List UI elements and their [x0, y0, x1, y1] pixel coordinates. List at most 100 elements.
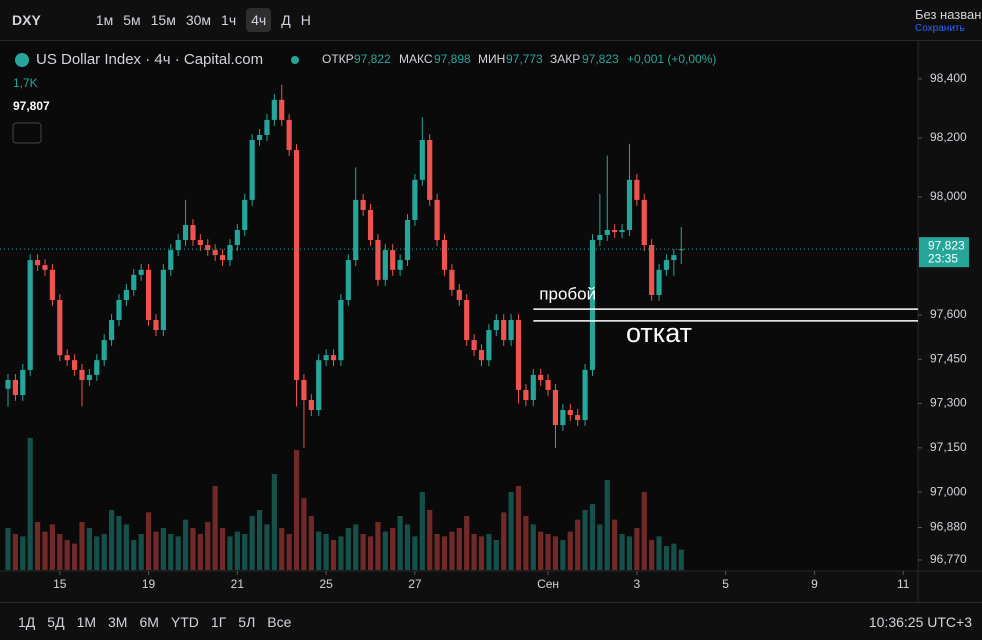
range[interactable]: 1М — [76, 613, 97, 630]
volume-bar — [316, 531, 322, 570]
ohlc-label: МИН — [478, 52, 505, 66]
collapse-button[interactable] — [12, 122, 42, 144]
interval[interactable]: 30м — [185, 12, 212, 28]
volume-bar — [382, 531, 388, 570]
candle-body — [242, 199, 248, 231]
volume-bar — [434, 534, 440, 570]
candle-body — [57, 299, 63, 356]
volume-bar — [197, 534, 203, 570]
ohlc-value: 97,822 — [354, 52, 391, 66]
candle-body — [671, 255, 677, 261]
candle-body — [316, 360, 322, 411]
interval[interactable]: 1м — [95, 12, 114, 28]
volume-bar — [441, 536, 448, 570]
interval[interactable]: 4ч — [246, 8, 272, 32]
candle-body — [212, 250, 218, 256]
change: +0,001 (+0,00%) — [627, 52, 716, 66]
volume-bar — [293, 450, 300, 570]
volume-bar — [94, 536, 100, 570]
ohlc-label: ЗАКР — [550, 52, 580, 66]
volume-bar — [49, 524, 55, 570]
candle-body — [86, 374, 92, 380]
y-tick-label: 96,880 — [930, 520, 967, 534]
interval[interactable]: 1ч — [221, 12, 237, 28]
range[interactable]: YTD — [170, 613, 199, 630]
candle-body — [345, 260, 351, 300]
volume-bar — [560, 540, 566, 570]
candle-body — [79, 369, 85, 380]
volume-bar — [249, 516, 255, 570]
interval[interactable]: 5м — [123, 12, 141, 28]
volume-bar — [123, 524, 129, 570]
footer: 1Д 5Д 1М 3М 6М YTD 1Г 5Л Все 10:36:25 UT… — [0, 602, 982, 640]
x-tick-label: 3 — [634, 577, 641, 591]
volume-bar — [205, 522, 211, 570]
x-tick-label: 11 — [897, 577, 910, 591]
candle-body — [197, 240, 203, 246]
volume-bar — [427, 510, 433, 570]
ohlc-value: 97,773 — [506, 52, 543, 66]
candle-body — [123, 289, 129, 300]
volume-bar — [530, 524, 536, 570]
volume-bar — [301, 498, 307, 570]
candle-body — [116, 299, 122, 321]
volume-bar — [552, 536, 559, 570]
ma-value: 97,807 — [13, 99, 50, 113]
volume-bar — [390, 528, 396, 570]
candle-body — [612, 230, 618, 233]
volume-bar — [619, 534, 625, 570]
range[interactable]: 5Д — [47, 613, 65, 630]
candle-body — [256, 134, 263, 140]
volume-bar — [404, 524, 411, 570]
candle-body — [323, 355, 329, 361]
volume-bar — [35, 522, 41, 570]
candle-body — [456, 289, 462, 300]
volume-bar — [168, 534, 174, 570]
volume-bar — [242, 534, 248, 570]
save[interactable]: Сохранить — [915, 23, 965, 34]
volume-bar — [656, 536, 662, 570]
candle-body — [49, 269, 55, 300]
range[interactable]: 3М — [108, 613, 128, 630]
volume-bar — [131, 540, 137, 570]
candle-body — [508, 320, 514, 341]
candle-body — [64, 355, 70, 361]
volume-bar — [649, 540, 655, 570]
candle-body — [249, 139, 255, 200]
candle-body — [589, 240, 596, 370]
candle-body — [501, 320, 507, 341]
y-tick-label: 97,600 — [930, 307, 967, 321]
volume-bar — [323, 534, 329, 570]
volume-bar — [279, 528, 285, 570]
candle-body — [94, 360, 100, 375]
interval[interactable]: Д — [281, 12, 291, 28]
interval[interactable]: Н — [300, 12, 311, 28]
candle-body — [330, 355, 337, 361]
symbol[interactable]: DXY — [12, 12, 41, 28]
volume-bar — [256, 510, 263, 570]
volume-bar — [471, 534, 477, 570]
y-tick-label: 97,450 — [930, 351, 967, 365]
range[interactable]: 5Л — [238, 613, 256, 630]
volume-bar — [271, 474, 277, 570]
y-tick-label: 97,300 — [930, 396, 967, 410]
candle-body — [441, 240, 448, 270]
range[interactable]: 1Д — [18, 613, 36, 630]
range[interactable]: Все — [267, 613, 292, 630]
volume-bar — [20, 536, 26, 570]
volume-bar — [626, 536, 633, 570]
volume-bar — [397, 516, 403, 570]
last-price-tag — [919, 237, 969, 268]
candle-body — [375, 240, 381, 280]
annotation: откат — [626, 318, 692, 348]
volume-bar — [64, 540, 70, 570]
range[interactable]: 1Г — [210, 613, 227, 630]
volume-bar — [308, 516, 314, 570]
interval[interactable]: 15м — [150, 12, 176, 28]
layout[interactable]: Без назван Сохранить — [915, 8, 981, 36]
volume-bar — [589, 504, 596, 570]
range[interactable]: 6М — [139, 613, 159, 630]
status-dot — [291, 56, 299, 64]
volume-bar — [412, 536, 418, 570]
candle-body — [71, 360, 78, 370]
